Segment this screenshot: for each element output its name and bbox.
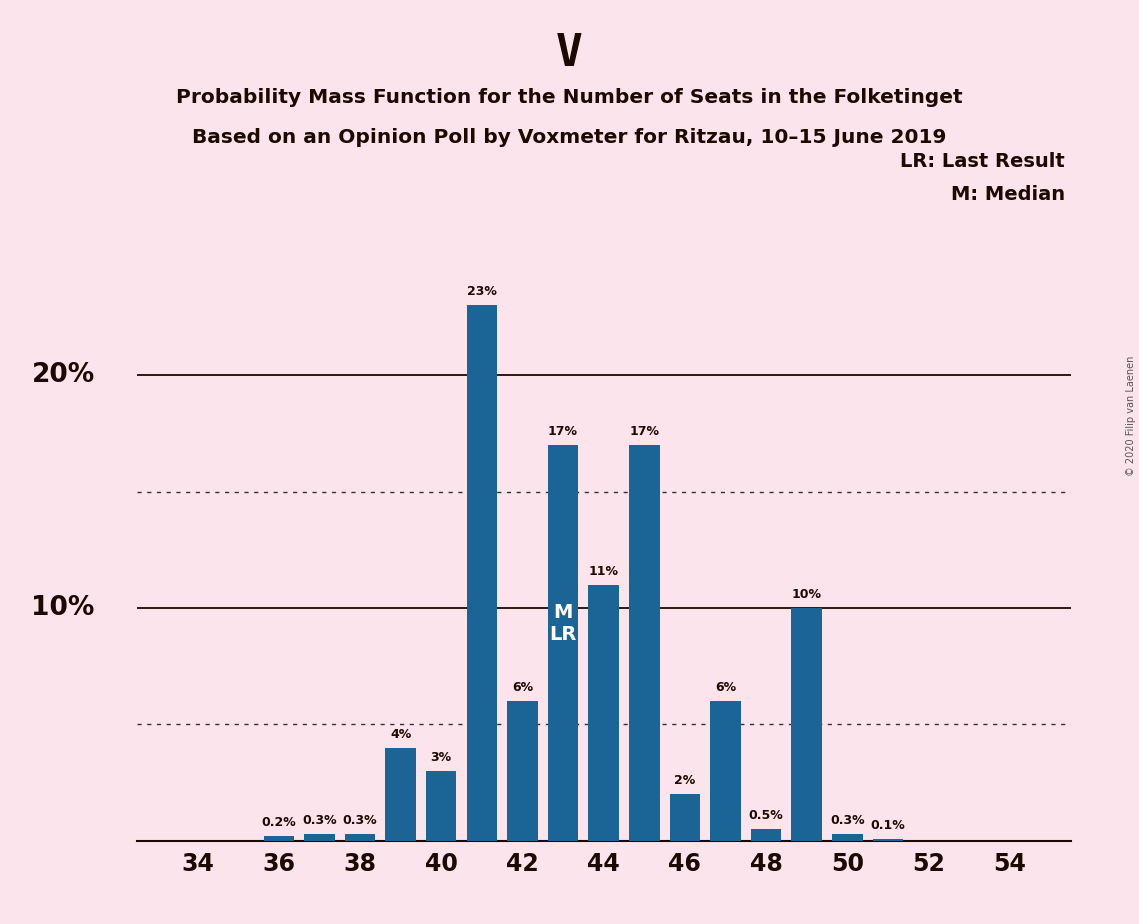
Text: 6%: 6%	[511, 681, 533, 694]
Text: Probability Mass Function for the Number of Seats in the Folketinget: Probability Mass Function for the Number…	[177, 88, 962, 107]
Bar	[304, 833, 335, 841]
Text: 0.3%: 0.3%	[302, 814, 337, 827]
Bar	[629, 445, 659, 841]
Bar	[467, 305, 497, 841]
Text: © 2020 Filip van Laenen: © 2020 Filip van Laenen	[1126, 356, 1136, 476]
Bar	[711, 701, 740, 841]
Text: 0.3%: 0.3%	[830, 814, 865, 827]
Text: V: V	[556, 32, 583, 76]
Text: 10%: 10%	[31, 595, 95, 621]
Text: 11%: 11%	[589, 565, 618, 578]
Bar	[872, 838, 903, 841]
Text: M: Median: M: Median	[951, 185, 1065, 204]
Text: 23%: 23%	[467, 286, 497, 298]
Bar	[345, 833, 375, 841]
Bar	[792, 608, 822, 841]
Text: 0.3%: 0.3%	[343, 814, 377, 827]
Text: 0.1%: 0.1%	[870, 819, 906, 832]
Text: 0.5%: 0.5%	[748, 809, 784, 822]
Text: 2%: 2%	[674, 774, 696, 787]
Text: 3%: 3%	[431, 751, 452, 764]
Bar	[507, 701, 538, 841]
Text: 6%: 6%	[715, 681, 736, 694]
Bar	[589, 585, 618, 841]
Text: 10%: 10%	[792, 588, 821, 601]
Text: 17%: 17%	[629, 425, 659, 438]
Bar	[263, 836, 294, 841]
Text: LR: Last Result: LR: Last Result	[900, 152, 1065, 172]
Bar	[426, 771, 457, 841]
Text: M
LR: M LR	[549, 602, 576, 644]
Text: 20%: 20%	[32, 362, 95, 388]
Text: Based on an Opinion Poll by Voxmeter for Ritzau, 10–15 June 2019: Based on an Opinion Poll by Voxmeter for…	[192, 128, 947, 147]
Bar	[751, 829, 781, 841]
Bar	[833, 833, 862, 841]
Text: 4%: 4%	[390, 728, 411, 741]
Bar	[548, 445, 579, 841]
Bar	[385, 748, 416, 841]
Bar	[670, 795, 700, 841]
Text: 17%: 17%	[548, 425, 579, 438]
Text: 0.2%: 0.2%	[262, 816, 296, 829]
